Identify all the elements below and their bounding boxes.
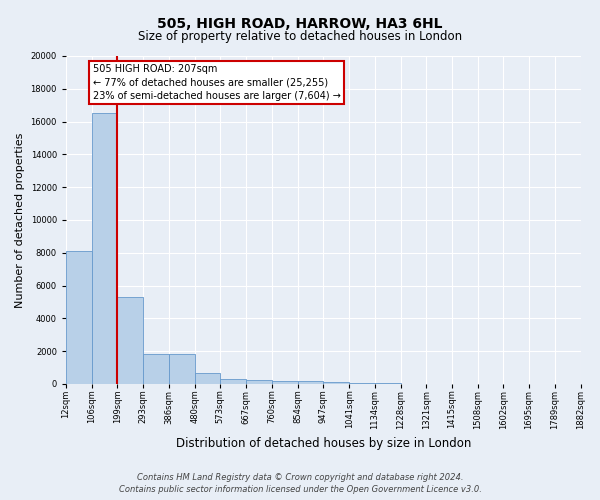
Bar [349,383,374,384]
Text: 505 HIGH ROAD: 207sqm
← 77% of detached houses are smaller (25,255)
23% of semi-: 505 HIGH ROAD: 207sqm ← 77% of detached … [92,64,341,100]
Bar [195,372,220,384]
Bar [118,297,143,384]
X-axis label: Distribution of detached houses by size in London: Distribution of detached houses by size … [176,437,471,450]
Bar [92,114,118,384]
Bar [220,379,246,384]
Text: 505, HIGH ROAD, HARROW, HA3 6HL: 505, HIGH ROAD, HARROW, HA3 6HL [157,18,443,32]
Bar [272,380,298,384]
Bar [323,382,349,384]
Bar [143,354,169,384]
Text: Size of property relative to detached houses in London: Size of property relative to detached ho… [138,30,462,43]
Bar [298,381,323,384]
Bar [66,251,92,384]
Bar [246,380,272,384]
Bar [169,354,195,384]
Y-axis label: Number of detached properties: Number of detached properties [15,132,25,308]
Text: Contains HM Land Registry data © Crown copyright and database right 2024.
Contai: Contains HM Land Registry data © Crown c… [119,472,481,494]
